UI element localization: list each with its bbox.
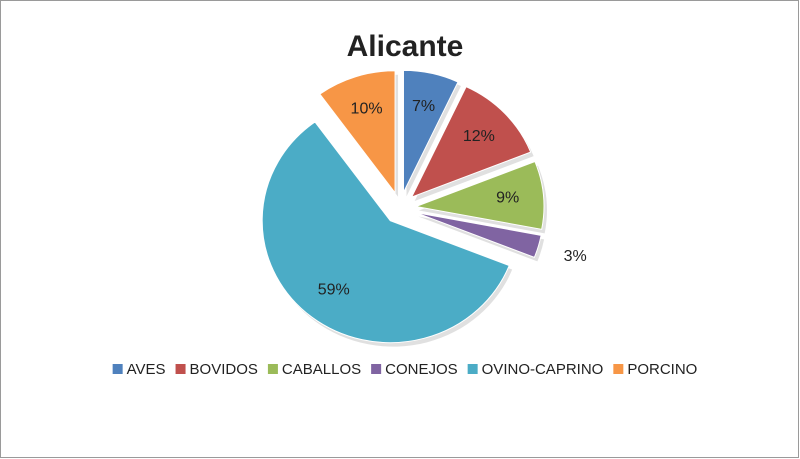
pie-slice	[410, 86, 532, 198]
legend-marker	[467, 364, 478, 374]
data-label: 3%	[564, 248, 587, 265]
data-label: 10%	[351, 100, 383, 117]
pie-slice	[415, 211, 542, 259]
legend-marker	[175, 364, 186, 374]
pie-slice-shadow	[418, 216, 545, 262]
legend-marker	[112, 364, 123, 374]
legend-marker	[267, 364, 278, 374]
data-label: 7%	[412, 98, 435, 115]
chart-title: Alicante	[347, 30, 464, 63]
data-label: 59%	[318, 281, 350, 298]
legend-label: OVINO-CAPRINO	[482, 361, 604, 378]
legend-label: BOVIDOS	[190, 361, 258, 378]
legend-label: CABALLOS	[282, 361, 361, 378]
legend-label: CONEJOS	[385, 361, 458, 378]
pie-slice	[319, 70, 396, 195]
pie-slice	[414, 160, 545, 230]
legend-label: AVES	[127, 361, 166, 378]
legend-marker	[613, 364, 624, 374]
legend-marker	[371, 364, 382, 374]
data-label: 12%	[463, 128, 495, 145]
pie-slice	[261, 121, 510, 344]
legend-label: PORCINO	[627, 361, 697, 378]
pie-slice	[402, 69, 459, 193]
data-label: 9%	[496, 189, 519, 206]
